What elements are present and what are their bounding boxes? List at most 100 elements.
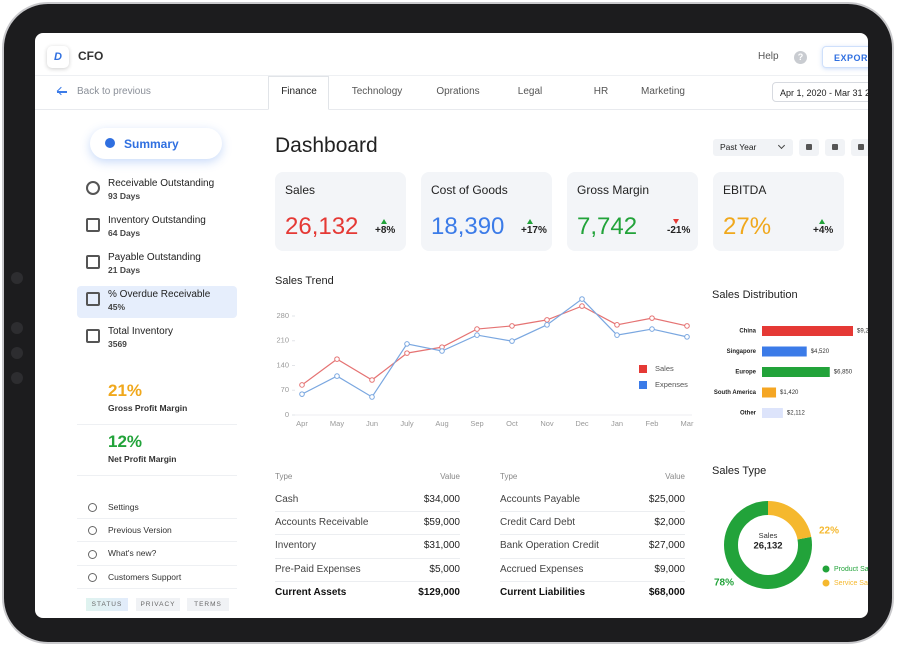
data-point: [474, 332, 480, 338]
side-button: [11, 347, 23, 359]
tab[interactable]: Technology: [351, 85, 403, 97]
footer-pill[interactable]: STATUS: [86, 598, 128, 611]
row-divider: [500, 511, 685, 512]
x-tick-label: Apr: [296, 419, 308, 428]
kpi-card: [567, 172, 698, 251]
tab[interactable]: Marketing: [641, 85, 685, 97]
cell-label: Accrued Expenses: [500, 563, 584, 575]
x-tick-label: May: [330, 419, 344, 428]
cell-label: Pre-Paid Expenses: [275, 563, 361, 575]
cell-label: Bank Operation Credit: [500, 540, 599, 552]
y-tick-label: 140: [276, 360, 289, 369]
tab[interactable]: Legal: [517, 85, 543, 97]
kpi-label: EBITDA: [723, 182, 767, 197]
sidebar-link[interactable]: Customers Support: [108, 571, 182, 582]
data-point: [299, 391, 305, 397]
legend-label: Service Sales: [834, 580, 877, 587]
data-point: [369, 394, 375, 400]
help-link[interactable]: Help: [758, 50, 779, 62]
metric-label[interactable]: Payable Outstanding: [108, 251, 201, 263]
sidebar-link[interactable]: Settings: [108, 501, 139, 512]
data-point: [404, 341, 410, 347]
footer-pill[interactable]: PRIVACY: [136, 598, 180, 611]
bar: [762, 346, 807, 357]
link-divider: [77, 587, 237, 589]
category-label: Singapore: [727, 349, 757, 355]
metric-label[interactable]: Inventory Outstanding: [108, 214, 206, 226]
summary-icon: [105, 138, 115, 148]
metric-label[interactable]: % Overdue Receivable: [108, 288, 211, 300]
metric-label[interactable]: Receivable Outstanding: [108, 177, 215, 189]
trend-arrow: [673, 219, 679, 224]
margin-value: 12%: [108, 432, 143, 452]
cell-value: $27,000: [648, 540, 685, 552]
bar: [762, 408, 783, 418]
total-label: Current Liabilities: [500, 586, 586, 598]
series-line: [301, 298, 688, 398]
donut-center-label: Sales: [759, 531, 778, 540]
data-point: [509, 338, 515, 344]
total-value: $68,000: [648, 586, 685, 598]
cell-value: $5,000: [429, 563, 460, 575]
app-name: CFO: [78, 48, 104, 63]
metric-value: 21 Days: [108, 264, 141, 275]
kpi-change: -21%: [667, 224, 691, 236]
data-point: [614, 322, 620, 328]
help-icon[interactable]: ?: [794, 51, 807, 64]
sidebar-link[interactable]: What's new?: [108, 548, 157, 559]
cell-value: $34,000: [423, 493, 460, 505]
margin-label: Gross Profit Margin: [108, 402, 188, 413]
margin-label: Net Profit Margin: [108, 453, 177, 464]
legend-dot: [822, 565, 830, 573]
margin-divider: [77, 424, 237, 425]
date-range[interactable]: Apr 1, 2020 - Mar 31 2021: [772, 82, 868, 102]
legend-swatch: [639, 381, 647, 389]
kpi-label: Gross Margin: [577, 182, 650, 197]
data-point: [544, 317, 550, 323]
kpi-value: 7,742: [577, 213, 638, 241]
metric-label[interactable]: Total Inventory: [108, 325, 174, 337]
side-button: [11, 322, 23, 334]
cell-value: $31,000: [423, 540, 460, 552]
sidebar-link[interactable]: Previous Version: [108, 525, 172, 536]
x-tick-label: Feb: [646, 419, 659, 428]
export-button[interactable]: EXPORT: [822, 46, 868, 68]
chart-title: Sales Type: [712, 465, 767, 478]
link-divider: [77, 518, 237, 519]
tab[interactable]: Oprations: [436, 85, 480, 97]
data-point: [404, 350, 410, 356]
period-dropdown[interactable]: Past Year: [713, 139, 793, 156]
kpi-label: Cost of Goods: [431, 182, 508, 197]
selected-highlight: [77, 286, 237, 318]
link-icon: [88, 572, 97, 582]
metric-icon: [86, 181, 100, 195]
y-tick-label: 280: [276, 311, 289, 320]
legend-dot: [822, 579, 830, 587]
legend-label: Sales: [655, 364, 674, 373]
cell-label: Accounts Payable: [500, 493, 581, 505]
footer-pill[interactable]: TERMS: [187, 598, 229, 611]
category-label: South America: [714, 390, 757, 396]
data-point: [684, 334, 690, 340]
value-label: $9,200: [857, 329, 876, 335]
data-point: [579, 303, 585, 309]
category-label: Other: [740, 411, 757, 417]
cell-value: $25,000: [648, 493, 685, 505]
series-line: [301, 305, 688, 386]
tab[interactable]: Finance: [281, 85, 317, 97]
trend-arrow: [381, 219, 387, 224]
kpi-value: 26,132: [285, 213, 359, 241]
column-header: Type: [275, 472, 293, 482]
y-tick-label: 70: [281, 385, 289, 394]
row-divider: [275, 557, 460, 559]
back-link[interactable]: Back to previous: [77, 85, 151, 97]
cell-label: Credit Card Debt: [500, 517, 576, 529]
x-tick-label: Dec: [575, 419, 589, 428]
margin-divider: [77, 475, 237, 476]
tab[interactable]: HR: [593, 85, 609, 97]
y-tick-label: 210: [276, 336, 289, 345]
legend-label: Product Sales: [834, 566, 878, 573]
